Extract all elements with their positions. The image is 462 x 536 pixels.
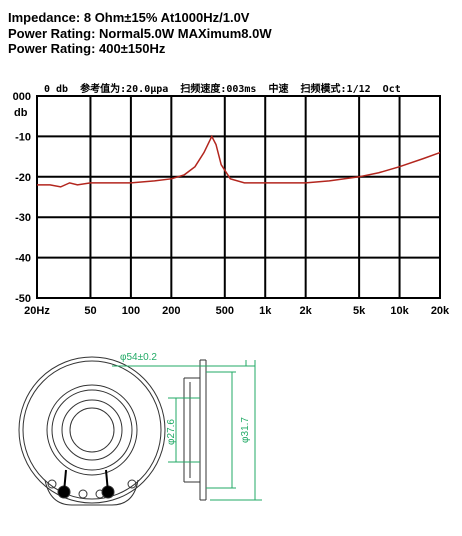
dimension-label: φ31.7: [240, 417, 251, 443]
dimension-label: φ27.6: [166, 419, 177, 445]
x-tick-label: 50: [84, 305, 96, 317]
header-line: Power Rating: 400±150Hz: [8, 41, 166, 56]
speaker-drawing: [18, 356, 262, 506]
x-tick-label: 200: [162, 305, 180, 317]
y-tick-label: 000: [13, 91, 31, 103]
x-tick-label: 20Hz: [24, 305, 50, 317]
y-tick-label: -20: [15, 172, 31, 184]
dimension-label: φ54±0.2: [120, 352, 157, 363]
y-axis-label: db: [14, 107, 28, 119]
y-tick-label: -40: [15, 253, 31, 265]
x-tick-label: 1k: [259, 305, 272, 317]
x-tick-label: 2k: [300, 305, 313, 317]
line: [37, 134, 441, 188]
x-tick-label: 500: [216, 305, 234, 317]
x-tick-label: 10k: [390, 305, 409, 317]
chart-title: 0 db 参考值为:20.0μpa 扫频速度:003ms 中速 扫频模式:1/1…: [44, 82, 401, 95]
plot-frame: [36, 95, 441, 299]
header-line: Power Rating: Normal5.0W MAXimum8.0W: [8, 26, 272, 41]
y-tick-label: -30: [15, 212, 31, 224]
x-tick-label: 5k: [353, 305, 366, 317]
x-tick-label: 100: [122, 305, 140, 317]
header-line: Impedance: 8 Ohm±15% At1000Hz/1.0V: [8, 10, 250, 25]
x-tick-label: 20k: [431, 305, 450, 317]
y-tick-label: -10: [15, 131, 31, 143]
y-tick-label: -50: [15, 293, 31, 305]
